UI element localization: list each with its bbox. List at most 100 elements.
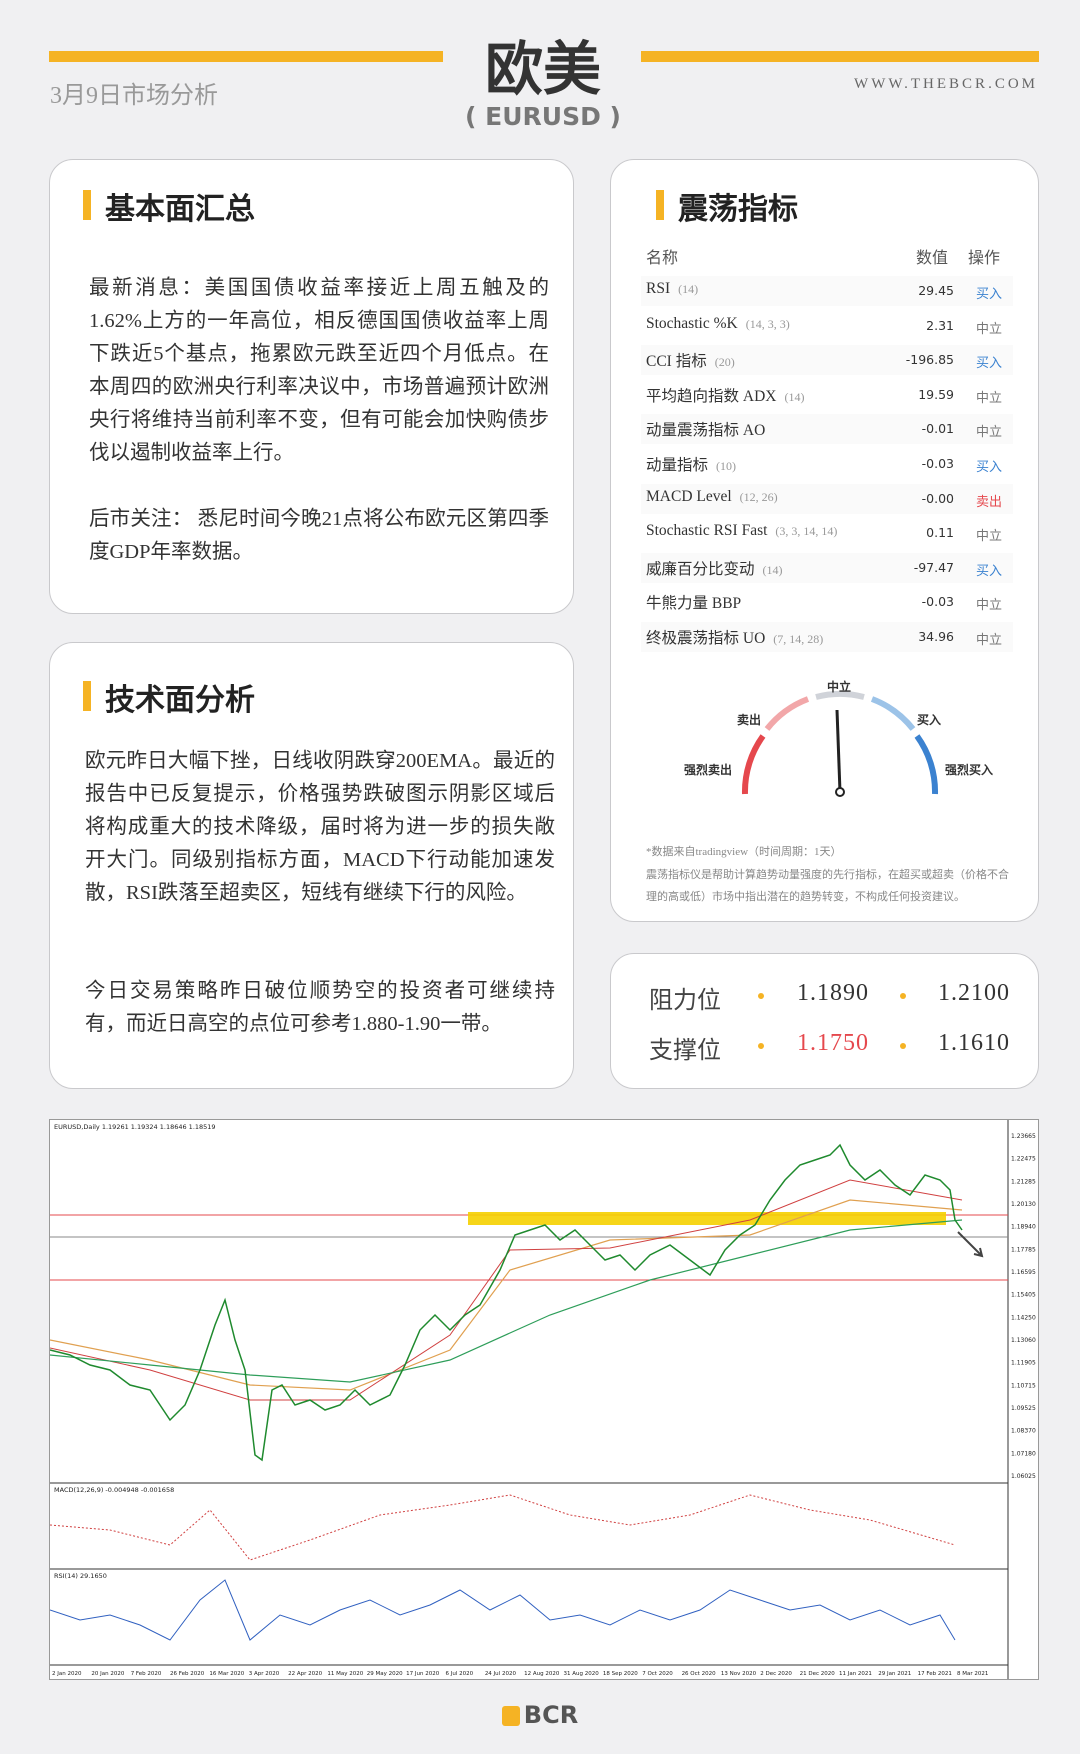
params: (12, 26) xyxy=(739,489,778,504)
price-label: 1.08370 xyxy=(1011,1428,1036,1435)
name: Stochastic RSI Fast xyxy=(646,522,768,540)
row-bg xyxy=(641,310,1013,341)
level-value: 1.1610 xyxy=(938,1030,1010,1056)
column-header: 数值 xyxy=(916,248,949,267)
website: WWW.THEBCR.COM xyxy=(854,76,1038,92)
shaded-zone xyxy=(468,1212,946,1225)
gauge-arcs xyxy=(741,690,939,795)
indicator-name: 平均趋向指数 ADX (14) xyxy=(646,384,804,406)
paragraph: 欧元昨日大幅下挫，日线收阴跌穿200EMA。最近的报告中已反复提示，价格强势跌破… xyxy=(85,750,555,904)
price-label: 1.10715 xyxy=(1011,1382,1036,1389)
params: (7, 14, 28) xyxy=(773,632,824,646)
name: CCI 指标 xyxy=(646,353,707,371)
gauge xyxy=(741,690,939,797)
footer-logo: BCR xyxy=(490,1701,590,1729)
indicator-name: 威廉百分比变动 (14) xyxy=(646,557,783,579)
indicator-name: 动量震荡指标 AO xyxy=(646,418,765,440)
macd-line xyxy=(50,1494,956,1561)
indicator-value: -196.85 xyxy=(905,352,954,368)
date-label: 13 Nov 2020 xyxy=(721,1671,757,1677)
card-title: 技术面分析 xyxy=(83,675,255,719)
price-label: 1.21285 xyxy=(1011,1178,1036,1185)
indicator-name: 动量指标 (10) xyxy=(646,453,736,475)
page-title: 欧美 xyxy=(484,35,601,103)
indicator-action: 中立 xyxy=(976,529,1003,545)
gauge-arc xyxy=(741,734,766,795)
price-label: 1.14250 xyxy=(1011,1314,1036,1321)
date-label: 22 Apr 2020 xyxy=(288,1671,323,1677)
date-label: 11 Jan 2021 xyxy=(839,1671,872,1677)
indicator-action: 买入 xyxy=(976,460,1003,475)
date-label: 26 Oct 2020 xyxy=(682,1671,717,1677)
date-label: 16 Mar 2020 xyxy=(209,1671,244,1677)
indicator-action: 中立 xyxy=(976,598,1003,614)
bullet xyxy=(758,1043,764,1049)
gauge-needle xyxy=(835,709,842,793)
row-bg xyxy=(641,587,1013,618)
bullet xyxy=(900,1043,906,1049)
indicator-action: 买入 xyxy=(976,563,1003,579)
params: (14, 3, 3) xyxy=(745,316,790,331)
date-label: 20 Jan 2020 xyxy=(91,1671,124,1677)
gauge-label: 中立 xyxy=(827,680,852,694)
column-header: 操作 xyxy=(968,248,1001,267)
column-header: 名称 xyxy=(646,248,679,267)
row-bg xyxy=(641,518,1013,549)
level-label: 阻力位 xyxy=(649,988,721,1014)
rsi-line xyxy=(50,1579,956,1641)
name: 动量指标 xyxy=(646,457,709,474)
date-label: 3 Apr 2020 xyxy=(249,1671,280,1677)
date-label: 7 Feb 2020 xyxy=(131,1671,162,1677)
indicator-action: 买入 xyxy=(976,287,1003,302)
price-chart: EURUSD,Daily 1.19261 1.19324 1.18646 1.1… xyxy=(49,1119,1039,1680)
name: 终极震荡指标 UO xyxy=(646,630,766,647)
header-bar xyxy=(49,51,443,62)
date-label: 29 May 2020 xyxy=(367,1671,403,1677)
card-title: 基本面汇总 xyxy=(83,184,255,228)
row-bg xyxy=(641,379,1013,410)
macd-label: MACD(12,26,9) -0.004948 -0.001658 xyxy=(54,1486,174,1494)
date-label: 21 Dec 2020 xyxy=(800,1671,836,1677)
ma-line xyxy=(50,1199,963,1391)
level-value: 1.1750 xyxy=(797,1030,869,1056)
date-label: 2 Jan 2020 xyxy=(52,1671,82,1677)
gauge-label: 卖出 xyxy=(737,713,762,727)
params: (14) xyxy=(762,562,783,577)
level-value: 1.1890 xyxy=(797,980,869,1006)
ma-line xyxy=(50,1179,963,1401)
indicator-value: 2.31 xyxy=(926,317,954,333)
price-label: 1.23665 xyxy=(1011,1133,1036,1140)
gauge-label: 买入 xyxy=(917,713,942,727)
paragraph: 后市关注： 悉尼时间今晚21点将公布欧元区第四季度GDP年率数据。 xyxy=(89,508,549,563)
gauge-label: 强烈卖出 xyxy=(684,763,733,777)
level-label: 支撑位 xyxy=(649,1038,721,1064)
date: 3月9日市场分析 xyxy=(50,83,218,109)
indicator-value: -0.01 xyxy=(921,421,954,437)
bullet xyxy=(758,993,764,999)
row-bg xyxy=(641,483,1013,514)
date-label: 11 May 2020 xyxy=(327,1671,363,1677)
params: (14) xyxy=(784,389,805,404)
name: 平均趋向指数 ADX xyxy=(646,387,777,405)
indicator-value: 34.96 xyxy=(918,629,954,644)
name: Stochastic %K xyxy=(646,314,738,332)
chart-header: EURUSD,Daily 1.19261 1.19324 1.18646 1.1… xyxy=(54,1123,216,1131)
date-label: 6 Jul 2020 xyxy=(445,1671,473,1677)
bullet xyxy=(900,993,906,999)
date-label: 29 Jan 2021 xyxy=(878,1671,911,1677)
gauge-arc xyxy=(764,696,810,731)
page-subtitle: ( EURUSD ) xyxy=(465,102,621,131)
name: 牛熊力量 BBP xyxy=(646,595,742,613)
indicator-value: -0.00 xyxy=(921,490,954,506)
indicator-action: 中立 xyxy=(976,321,1003,337)
indicator-action: 买入 xyxy=(976,356,1003,372)
indicator-name: CCI 指标 (20) xyxy=(646,349,735,371)
price-label: 1.06025 xyxy=(1011,1473,1036,1480)
fundamentals-card: 基本面汇总 最新消息：美国国债收益率接近上周五触及的1.62%上方的一年高位，相… xyxy=(49,159,574,614)
gauge-pivot xyxy=(835,787,845,797)
name: RSI xyxy=(646,280,671,297)
price-label: 1.16595 xyxy=(1011,1269,1036,1276)
indicator-action: 中立 xyxy=(976,633,1003,648)
date-label: 2 Dec 2020 xyxy=(760,1671,792,1677)
